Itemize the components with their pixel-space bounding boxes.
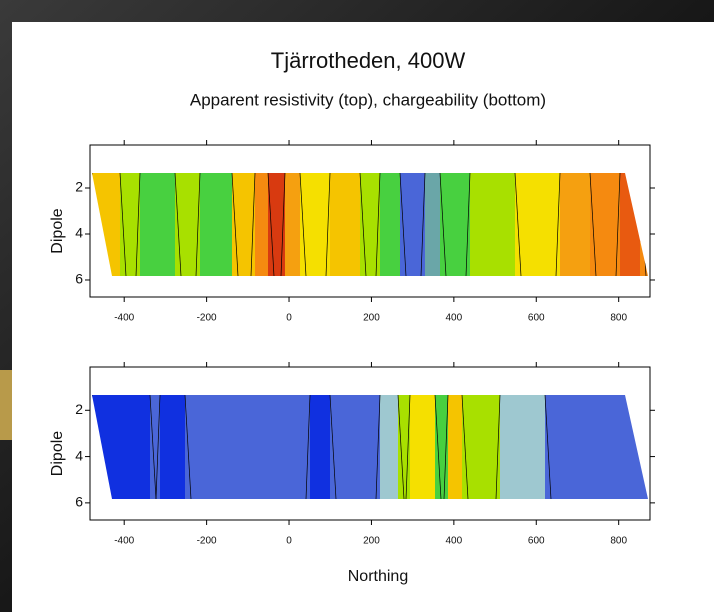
contour-line: [250, 173, 256, 276]
contour-band: [160, 395, 186, 499]
panel: -400 -200 0 200 400 600 800 2 4 6 Dipole: [49, 140, 655, 324]
contour-line: [375, 395, 381, 499]
contour-band: [470, 173, 516, 276]
contour-line: [375, 173, 381, 276]
contour-line: [434, 395, 442, 499]
contour-line: [174, 173, 182, 276]
contour-band: [120, 173, 141, 276]
contour-band: [300, 173, 331, 276]
background-rock: [0, 370, 12, 440]
contour-band: [140, 173, 176, 276]
contour-band: [448, 395, 463, 499]
contour-line: [397, 395, 405, 499]
contour-line: [615, 173, 621, 276]
y-tick-label: 2: [75, 401, 83, 417]
contour-line: [299, 173, 307, 276]
contour-band: [150, 395, 161, 499]
contour-line: [439, 173, 447, 276]
contour-line: [359, 173, 367, 276]
contour-band: [360, 173, 381, 276]
contour-band: [462, 395, 501, 499]
x-tick-label: 0: [286, 313, 292, 324]
contour-line: [305, 395, 311, 499]
y-axis-label: Dipole: [49, 208, 66, 253]
contour-line: [119, 173, 127, 276]
contour-line: [325, 173, 331, 276]
x-tick-label: 600: [528, 313, 545, 324]
contour-line: [195, 173, 201, 276]
x-tick-label: -200: [197, 313, 217, 324]
x-tick-label: -400: [114, 536, 134, 547]
contour-bands: [92, 173, 648, 276]
x-tick-label: 600: [528, 536, 545, 547]
x-tick-label: 400: [446, 313, 463, 324]
contour-line: [443, 395, 449, 499]
slide-panel: [12, 22, 714, 612]
contour-line: [420, 173, 426, 276]
contour-line: [149, 395, 157, 499]
x-tick-label: 400: [446, 536, 463, 547]
y-tick-label: 6: [75, 494, 83, 510]
contour-line: [155, 395, 161, 499]
x-tick-label: -400: [114, 313, 134, 324]
contour-bands: [92, 395, 648, 499]
contour-line: [329, 395, 337, 499]
title: Tjärrotheden, 400W: [271, 48, 466, 73]
subtitle: Apparent resistivity (top), chargeabilit…: [190, 90, 546, 109]
y-tick-label: 6: [75, 271, 83, 287]
contour-band: [440, 173, 471, 276]
contour-band: [330, 173, 361, 276]
contour-band: [200, 173, 233, 276]
contour-line: [399, 173, 407, 276]
contour-line: [280, 173, 286, 276]
contour-line: [589, 173, 597, 276]
contour-band: [425, 173, 441, 276]
contour-band: [380, 173, 401, 276]
contour-band: [310, 395, 331, 499]
contour-line: [514, 173, 522, 276]
plot-frame: [89, 144, 651, 298]
contour-line: [267, 173, 275, 276]
contour-band: [400, 173, 426, 276]
contour-band: [330, 395, 381, 499]
contour-band: [285, 173, 301, 276]
x-tick-label: 800: [610, 313, 627, 324]
contour-band: [435, 395, 449, 499]
contour-band: [560, 173, 591, 276]
contour-band: [185, 395, 311, 499]
contour-line: [184, 395, 192, 499]
contour-band: [500, 395, 546, 499]
contour-band: [590, 173, 621, 276]
y-axis-label: Dipole: [49, 431, 66, 476]
contour-line: [495, 395, 501, 499]
contour-band: [175, 173, 201, 276]
contour-line: [544, 395, 552, 499]
contour-band: [410, 395, 436, 499]
contour-band: [255, 173, 269, 276]
contour-line: [555, 173, 561, 276]
y-tick-label: 4: [75, 225, 83, 241]
contour-line: [461, 395, 469, 499]
contour-band: [515, 173, 561, 276]
x-axis-label: Northing: [348, 568, 408, 585]
x-tick-label: 800: [610, 536, 627, 547]
x-tick-label: 200: [363, 536, 380, 547]
x-tick-label: 0: [286, 536, 292, 547]
y-tick-label: 2: [75, 179, 83, 195]
contour-band: [380, 395, 399, 499]
y-tick-label: 4: [75, 447, 83, 463]
x-tick-label: 200: [363, 313, 380, 324]
contour-line: [405, 395, 411, 499]
plot-frame: [89, 366, 651, 521]
contour-line: [135, 173, 141, 276]
contour-line: [465, 173, 471, 276]
contour-line: [231, 173, 239, 276]
contour-band: [232, 173, 256, 276]
contour-band: [398, 395, 411, 499]
x-tick-label: -200: [197, 536, 217, 547]
